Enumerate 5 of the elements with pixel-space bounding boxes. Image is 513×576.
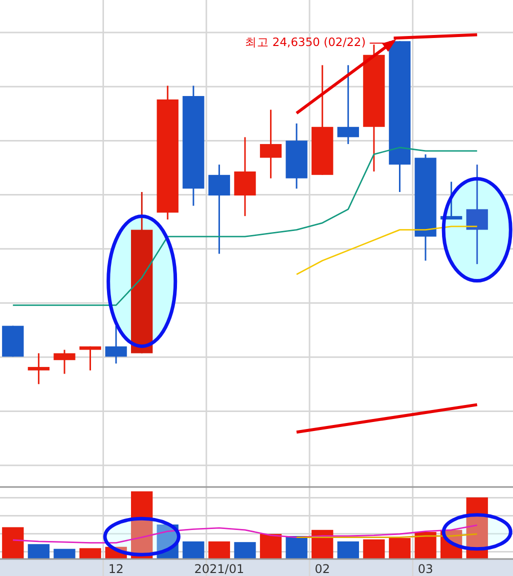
x-tick-label: 02 (314, 562, 330, 576)
x-tick-label: 03 (418, 562, 434, 576)
x-tick-label: 12 (108, 562, 124, 576)
annotation: 최고 24,6350 (02/22) (244, 35, 366, 50)
x-tick-label: 2021/01 (194, 562, 244, 576)
